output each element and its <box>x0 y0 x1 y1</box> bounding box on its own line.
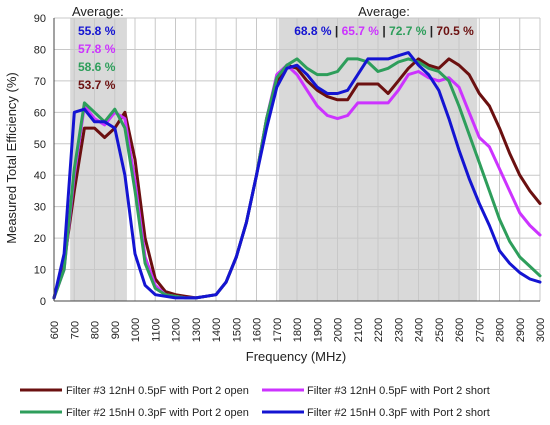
x-tick-label: 1700 <box>272 318 284 342</box>
x-tick-label: 1400 <box>211 318 223 342</box>
average-value-low-green: 58.6 % <box>78 60 116 74</box>
x-tick-label: 1900 <box>312 318 324 342</box>
y-tick-labels: 0 10 20 30 40 50 60 70 80 90 <box>34 13 46 308</box>
legend-label: Filter #2 15nH 0.3pF with Port 2 open <box>66 407 249 419</box>
legend: Filter #3 12nH 0.5pF with Port 2 open Fi… <box>20 385 490 419</box>
x-tick-label: 700 <box>69 321 81 339</box>
series-line-4 <box>52 51 542 300</box>
x-tick-label: 1100 <box>150 318 162 342</box>
x-tick-label: 1000 <box>130 318 142 342</box>
x-tick-label: 2600 <box>454 318 466 342</box>
average-separator: | <box>335 24 338 38</box>
average-value-low-magenta: 57.8 % <box>78 42 116 56</box>
x-tick-label: 2000 <box>333 318 345 342</box>
legend-label: Filter #3 12nH 0.5pF with Port 2 short <box>307 385 490 397</box>
x-tick-label: 2200 <box>373 318 385 342</box>
y-tick-label: 40 <box>34 170 46 182</box>
average-title-high-band: Average: <box>358 4 410 19</box>
x-tick-label: 1200 <box>171 318 183 342</box>
y-tick-label: 20 <box>34 233 46 245</box>
x-tick-label: 1800 <box>292 318 304 342</box>
average-value-high-blue: 68.8 % <box>294 24 332 38</box>
y-tick-label: 60 <box>34 107 46 119</box>
y-axis-title: Measured Total Efficiency (%) <box>4 72 19 243</box>
series-lines <box>52 51 542 300</box>
x-tick-label: 900 <box>110 321 122 339</box>
average-value-high-green: 72.7 % <box>389 24 427 38</box>
average-values-high-band: 68.8 % | 65.7 % | 72.7 % | 70.5 % <box>294 24 474 38</box>
x-tick-label: 2300 <box>393 318 405 342</box>
x-tick-label: 2100 <box>353 318 365 342</box>
average-value-high-brown: 70.5 % <box>436 24 474 38</box>
gridlines <box>53 17 541 302</box>
x-tick-label: 2400 <box>414 318 426 342</box>
series-line-1 <box>52 57 542 300</box>
y-tick-label: 90 <box>34 13 46 25</box>
average-separator: | <box>430 24 433 38</box>
average-value-high-magenta: 65.7 % <box>342 24 380 38</box>
x-tick-label: 2500 <box>434 318 446 342</box>
x-tick-label: 2900 <box>515 318 527 342</box>
average-annotation-low-band: Average: 55.8 % 57.8 % 58.6 % 53.7 % <box>72 4 124 92</box>
x-tick-labels: 600 700 800 900 1000 1100 1200 1300 1400 1500 1600… <box>49 318 547 342</box>
y-tick-label: 80 <box>34 44 46 56</box>
average-value-low-brown: 53.7 % <box>78 78 116 92</box>
y-tick-label: 10 <box>34 265 46 277</box>
legend-label: Filter #3 12nH 0.5pF with Port 2 open <box>66 385 249 397</box>
series-line-3 <box>52 57 542 300</box>
average-title-low-band: Average: <box>72 4 124 19</box>
legend-label: Filter #2 15nH 0.3pF with Port 2 short <box>307 407 490 419</box>
axes <box>53 18 540 302</box>
x-tick-label: 2700 <box>474 318 486 342</box>
y-tick-label: 0 <box>40 296 46 308</box>
x-tick-label: 800 <box>90 321 102 339</box>
average-annotation-high-band: Average: 68.8 % | 65.7 % | 72.7 % | 70.5… <box>294 4 474 38</box>
x-tick-label: 600 <box>49 321 61 339</box>
y-tick-label: 30 <box>34 202 46 214</box>
x-axis-title: Frequency (MHz) <box>246 349 346 364</box>
average-value-low-blue: 55.8 % <box>78 24 116 38</box>
x-tick-label: 1300 <box>191 318 203 342</box>
x-tick-label: 3000 <box>535 318 547 342</box>
y-tick-label: 50 <box>34 139 46 151</box>
x-tick-label: 1600 <box>252 318 264 342</box>
x-tick-label: 2800 <box>495 318 507 342</box>
x-tick-label: 1500 <box>231 318 243 342</box>
y-tick-label: 70 <box>34 76 46 88</box>
average-separator: | <box>382 24 385 38</box>
